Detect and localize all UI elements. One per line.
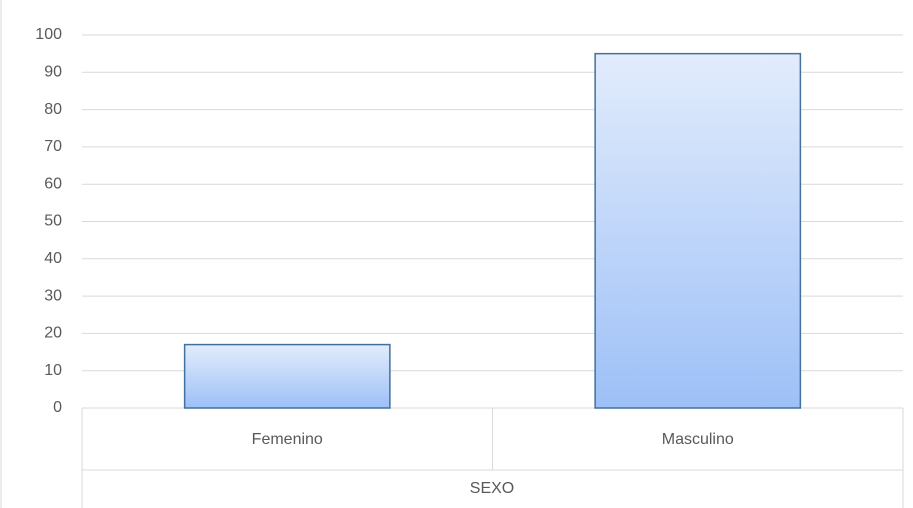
x-axis-label: SEXO: [470, 480, 514, 497]
y-tick-label: 60: [44, 175, 62, 192]
y-tick-label: 90: [44, 64, 62, 81]
y-tick-label: 70: [44, 138, 62, 155]
y-tick-label: 40: [44, 250, 62, 267]
y-tick-label: 50: [44, 213, 62, 230]
y-tick-label: 10: [44, 362, 62, 379]
y-tick-label: 30: [44, 287, 62, 304]
x-tick-label: Femenino: [252, 431, 323, 448]
bar: [594, 52, 802, 409]
x-tick-label: Masculino: [662, 431, 734, 448]
y-tick-label: 20: [44, 325, 62, 342]
bar: [183, 343, 391, 409]
y-tick-label: 80: [44, 101, 62, 118]
y-tick-label: 100: [35, 26, 62, 43]
y-tick-label: 0: [53, 399, 62, 416]
